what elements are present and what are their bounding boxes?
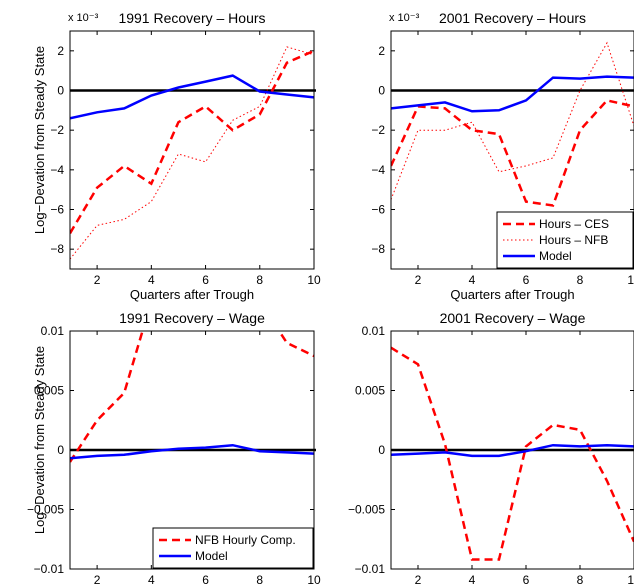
p3-ytick-label: 0.01 xyxy=(362,324,386,338)
p2-ytick-label: −0.005 xyxy=(27,503,64,517)
p3-series-model xyxy=(391,443,634,458)
panel-1991-hours: 1991 Recovery – Hours x 10⁻³ Quarters afte… xyxy=(50,10,321,302)
p2-ytick-label: 0 xyxy=(57,443,64,457)
p2-legend-label: NFB Hourly Comp. xyxy=(195,533,296,547)
panel-2001-wage: 2001 Recovery – WageQuarters after Troug… xyxy=(348,310,634,586)
p0-xtick-label: 4 xyxy=(148,273,155,287)
p1-xlabel: Quarters after Trough xyxy=(450,287,574,302)
ylabel-top: Log−Devation from Steady State xyxy=(32,46,47,234)
p3-ytick-label: −0.01 xyxy=(355,562,386,576)
p1-ytick-label: −4 xyxy=(371,163,385,177)
p3-title: 2001 Recovery – Wage xyxy=(440,310,586,326)
p1-axes-frame xyxy=(390,30,634,270)
p1-legend-label: Hours – NFB xyxy=(539,233,608,247)
p2-legend-label: Model xyxy=(195,549,228,563)
panel-1991-wage: 1991 Recovery – WageQuarters after Troug… xyxy=(27,310,321,586)
p0-ytick-label: 2 xyxy=(57,44,64,58)
p3-xtick-label: 4 xyxy=(469,573,476,586)
p0-ytick-label: −6 xyxy=(50,203,64,217)
p3-xtick-label: 2 xyxy=(415,573,422,586)
p2-xtick-label: 4 xyxy=(148,573,155,586)
p2-xtick-label: 10 xyxy=(307,573,321,586)
p1-series-hours-ces xyxy=(391,99,634,207)
p1-ytick-label: −6 xyxy=(371,203,385,217)
p3-xtick-label: 10 xyxy=(627,573,634,586)
p0-plot-area xyxy=(70,46,316,260)
p1-ytick-label: 0 xyxy=(378,84,385,98)
ylabel-bottom: Log−Devation from Steady State xyxy=(32,346,47,534)
p0-ytick-label: −8 xyxy=(50,242,64,256)
p0-xlabel: Quarters after Trough xyxy=(130,287,254,302)
p0-xtick-label: 10 xyxy=(307,273,321,287)
p0-series-hours-nfb xyxy=(70,46,315,260)
p0-axes-frame xyxy=(69,30,315,270)
p2-series-model xyxy=(70,443,315,460)
p0-title: 1991 Recovery – Hours xyxy=(118,10,265,26)
p1-series-model xyxy=(391,75,634,113)
p2-series-nfb-hourly-comp xyxy=(70,331,315,463)
p2-xtick-label: 8 xyxy=(256,573,263,586)
p1-xtick-label: 4 xyxy=(469,273,476,287)
p2-ytick-label: −0.01 xyxy=(34,562,65,576)
p2-title: 1991 Recovery – Wage xyxy=(119,310,265,326)
p0-series-hours-ces xyxy=(70,49,315,234)
p3-xtick-label: 6 xyxy=(523,573,530,586)
p0-exponent-label: x 10⁻³ xyxy=(68,12,99,24)
p1-series-hours-nfb xyxy=(391,41,634,200)
p1-ytick-label: 2 xyxy=(378,44,385,58)
panel-2001-hours: 2001 Recovery – Hours x 10⁻³ Quarters afte… xyxy=(371,10,634,302)
p3-ytick-label: 0.005 xyxy=(355,384,385,398)
p2-ytick-label: 0.01 xyxy=(41,324,65,338)
p2-axes-frame xyxy=(69,330,315,570)
p2-legend: NFB Hourly Comp. Model xyxy=(152,527,314,569)
p3-axes-frame xyxy=(390,330,634,570)
p0-ytick-label: 0 xyxy=(57,84,64,98)
p3-ytick-label: −0.005 xyxy=(348,503,385,517)
p2-legend-box xyxy=(152,527,314,569)
p1-xtick-label: 2 xyxy=(415,273,422,287)
p1-xtick-label: 6 xyxy=(523,273,530,287)
p0-xtick-label: 8 xyxy=(256,273,263,287)
p1-ytick-label: −2 xyxy=(371,123,385,137)
p1-legend-label: Model xyxy=(539,249,572,263)
p1-legend: Hours – CES Hours – NFB Model xyxy=(496,211,634,269)
p3-ytick-label: 0 xyxy=(378,443,385,457)
p1-plot-area xyxy=(391,41,634,207)
p1-legend-label: Hours – CES xyxy=(539,217,609,231)
p3-plot-area xyxy=(391,346,634,561)
p0-xtick-label: 2 xyxy=(94,273,101,287)
p1-xtick-label: 10 xyxy=(627,273,634,287)
p1-ytick-label: −8 xyxy=(371,242,385,256)
p0-xtick-label: 6 xyxy=(202,273,209,287)
p0-ytick-label: −2 xyxy=(50,123,64,137)
p1-xtick-label: 8 xyxy=(577,273,584,287)
p1-exponent-label: x 10⁻³ xyxy=(389,12,420,24)
p2-xtick-label: 6 xyxy=(202,573,209,586)
p3-series-nfb-hourly-comp xyxy=(391,346,634,561)
p2-plot-area xyxy=(70,331,316,463)
p3-xtick-label: 8 xyxy=(577,573,584,586)
p1-title: 2001 Recovery – Hours xyxy=(439,10,586,26)
p2-ytick-label: 0.005 xyxy=(34,384,64,398)
p2-xtick-label: 2 xyxy=(94,573,101,586)
p0-ytick-label: −4 xyxy=(50,163,64,177)
p0-series-model xyxy=(70,74,315,120)
